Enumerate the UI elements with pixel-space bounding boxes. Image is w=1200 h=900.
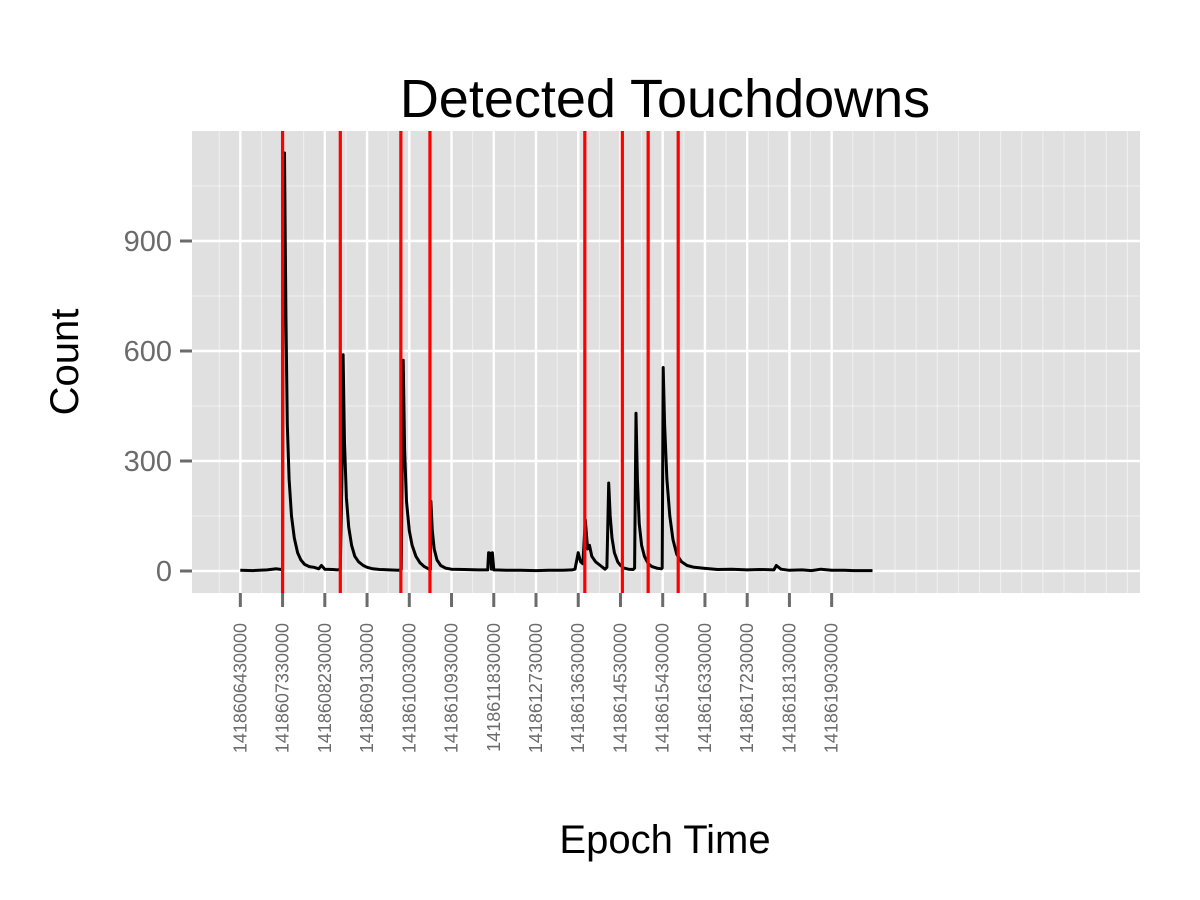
chart-title: Detected Touchdowns — [400, 69, 930, 129]
x-tick-label: 1418613630000 — [568, 623, 588, 753]
x-axis: 1418606430000 1418607330000 1418608230000 1… — [230, 593, 842, 753]
x-tick-label: 1418606430000 — [230, 623, 250, 753]
x-tick-label: 1418616330000 — [695, 623, 715, 753]
y-axis: 0 300 600 900 — [124, 226, 192, 588]
x-axis-title: Epoch Time — [559, 818, 770, 862]
touchdown-markers — [280, 131, 680, 593]
y-tick-label: 300 — [124, 446, 172, 478]
y-tick-label: 900 — [124, 226, 172, 258]
x-tick-label: 1418612730000 — [526, 623, 546, 753]
y-tick-label: 0 — [156, 556, 172, 588]
y-axis-title: Count — [43, 309, 87, 416]
x-tick-label: 1418614530000 — [610, 623, 630, 753]
plot-panel — [192, 131, 1140, 593]
x-tick-label: 1418609130000 — [357, 623, 377, 753]
count-series-line — [240, 151, 873, 573]
x-tick-label: 1418610030000 — [399, 623, 419, 753]
y-tick-label: 600 — [124, 336, 172, 368]
x-tick-label: 1418615430000 — [653, 623, 673, 753]
x-tick-label: 1418618130000 — [779, 623, 799, 753]
x-tick-label: 1418611830000 — [484, 623, 504, 752]
x-tick-label: 1418617230000 — [737, 623, 757, 753]
x-tick-label: 1418619030000 — [822, 623, 842, 753]
x-tick-label: 1418607330000 — [273, 623, 293, 753]
x-tick-label: 1418610930000 — [442, 623, 462, 753]
x-tick-label: 1418608230000 — [315, 623, 335, 753]
